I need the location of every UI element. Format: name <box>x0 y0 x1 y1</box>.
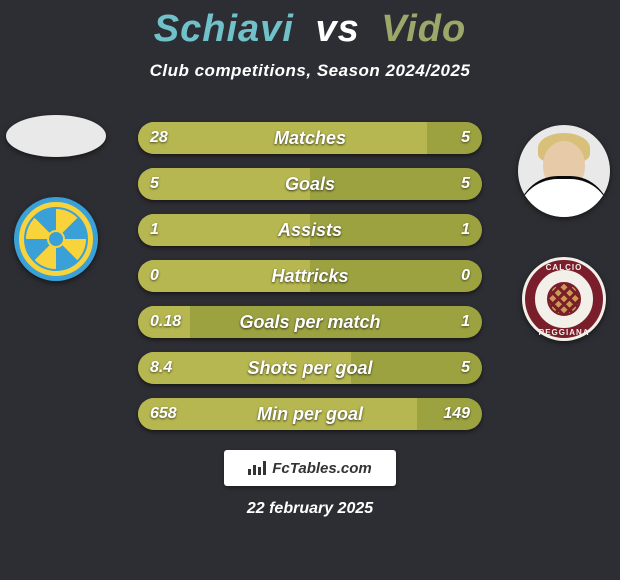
subtitle: Club competitions, Season 2024/2025 <box>0 61 620 81</box>
player2-team-badge: CALCIO REGGIANA <box>522 257 606 341</box>
player1-avatar <box>6 115 106 157</box>
stat-bar: 8.45Shots per goal <box>138 352 482 384</box>
stat-label: Shots per goal <box>138 352 482 384</box>
player1-team-badge <box>14 197 98 281</box>
stat-label: Min per goal <box>138 398 482 430</box>
stat-label: Goals per match <box>138 306 482 338</box>
source-chip[interactable]: FcTables.com <box>224 450 396 486</box>
stat-bar: 00Hattricks <box>138 260 482 292</box>
stat-bar: 55Goals <box>138 168 482 200</box>
page-title: Schiavi vs Vido <box>0 0 620 51</box>
stat-bar: 0.181Goals per match <box>138 306 482 338</box>
comparison-card: Schiavi vs Vido Club competitions, Seaso… <box>0 0 620 580</box>
stat-bar: 11Assists <box>138 214 482 246</box>
player1-name: Schiavi <box>154 8 294 50</box>
stat-label: Assists <box>138 214 482 246</box>
stat-bar: 285Matches <box>138 122 482 154</box>
player2-side: CALCIO REGGIANA <box>514 125 614 341</box>
stat-label: Matches <box>138 122 482 154</box>
badge-text-bottom: REGGIANA <box>522 328 606 337</box>
badge-text-top: CALCIO <box>522 263 606 272</box>
avatar-shirt <box>518 176 610 217</box>
bars-icon <box>248 461 266 475</box>
stat-bars: 285Matches 55Goals 11Assists 00Hattricks 0.1… <box>138 122 482 430</box>
stat-bar: 658149Min per goal <box>138 398 482 430</box>
player1-side <box>6 115 106 281</box>
player2-name: Vido <box>381 8 466 50</box>
vs-label: vs <box>315 8 359 50</box>
source-label: FcTables.com <box>272 460 371 477</box>
badge-center-dot <box>47 230 65 248</box>
date-label: 22 february 2025 <box>0 500 620 518</box>
stat-label: Goals <box>138 168 482 200</box>
player2-avatar <box>518 125 610 217</box>
stat-label: Hattricks <box>138 260 482 292</box>
soccer-ball-icon <box>547 282 581 316</box>
